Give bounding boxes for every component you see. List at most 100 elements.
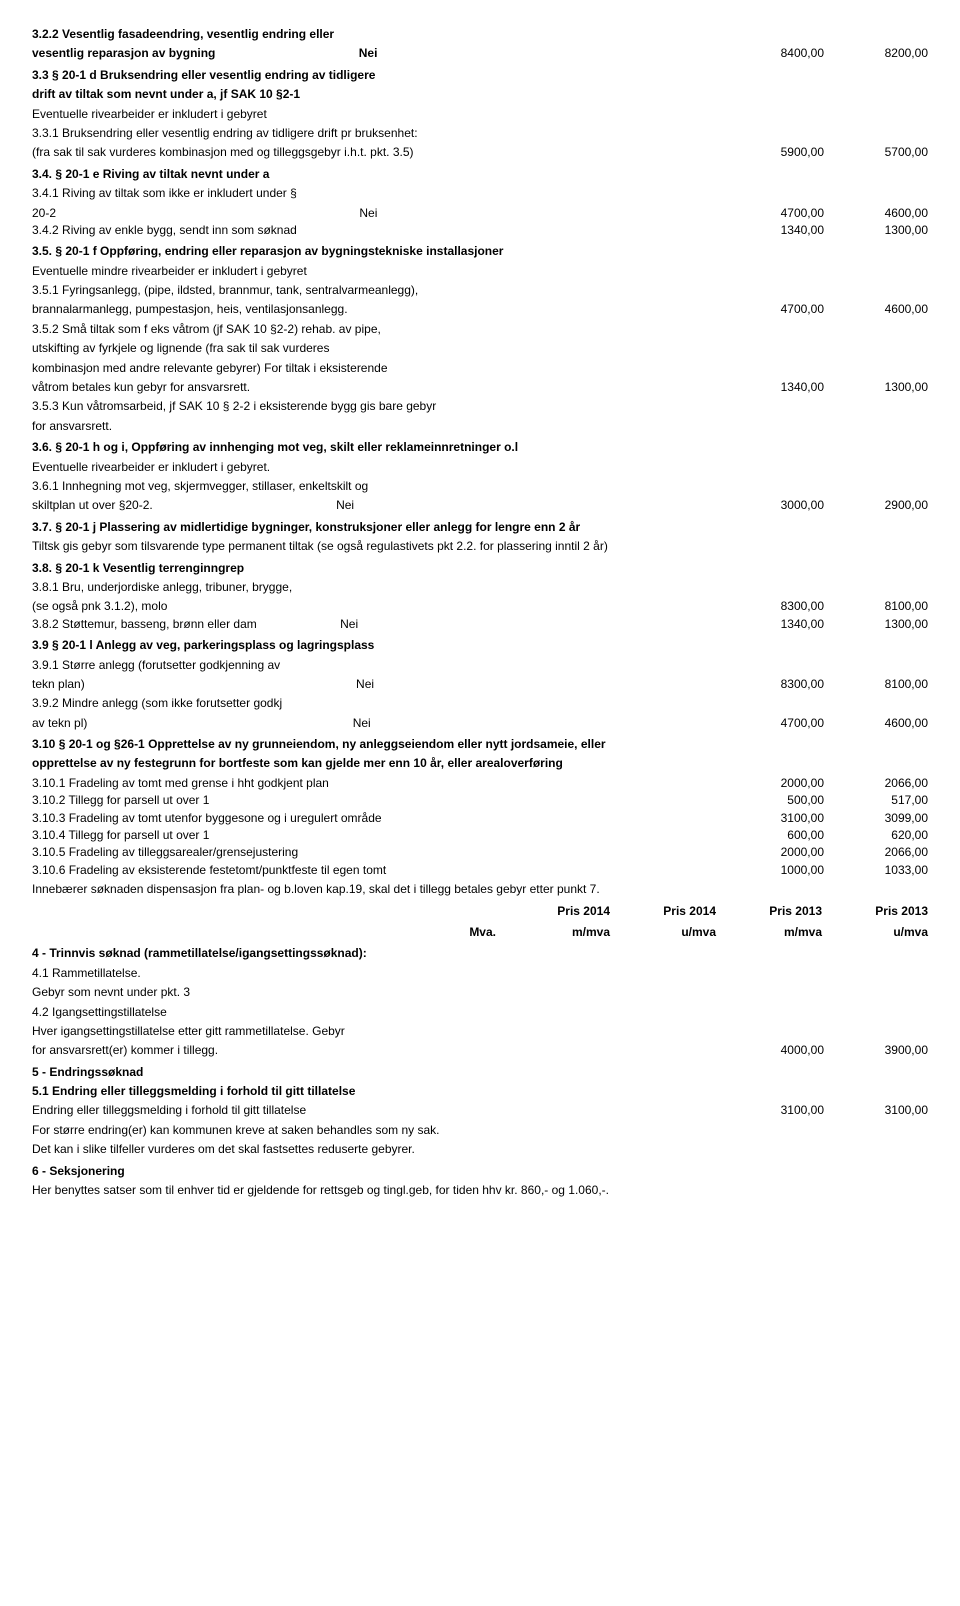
s353b: for ansvarsrett. bbox=[32, 418, 928, 435]
s352d: våtrom betales kun gebyr for ansvarsrett… bbox=[32, 379, 760, 396]
s352a: 3.5.2 Små tiltak som f eks våtrom (jf SA… bbox=[32, 321, 928, 338]
r4v1: 600,00 bbox=[760, 827, 824, 844]
r1: 3.10.1 Fradeling av tomt med grense i hh… bbox=[32, 775, 760, 792]
r5v2: 2066,00 bbox=[864, 844, 928, 861]
s341v1: 4700,00 bbox=[760, 205, 824, 222]
r1v2: 2066,00 bbox=[864, 775, 928, 792]
s351b: brannalarmanlegg, pumpestasjon, heis, ve… bbox=[32, 301, 760, 318]
s342v1: 1340,00 bbox=[760, 222, 824, 239]
s37-title: 3.7. § 20-1 j Plassering av midlertidige… bbox=[32, 519, 928, 536]
s382: 3.8.2 Støttemur, basseng, brønn eller da… bbox=[32, 617, 257, 631]
s381v1: 8300,00 bbox=[760, 598, 824, 615]
s42b: for ansvarsrett(er) kommer i tillegg. bbox=[32, 1042, 760, 1059]
s331b: (fra sak til sak vurderes kombinasjon me… bbox=[32, 144, 760, 161]
s361b-wrap: skiltplan ut over §20-2. Nei bbox=[32, 497, 760, 514]
s322-nei: Nei bbox=[359, 46, 378, 60]
r5: 3.10.5 Fradeling av tilleggsarealer/gren… bbox=[32, 844, 760, 861]
s352b: utskifting av fyrkjele og lignende (fra … bbox=[32, 340, 928, 357]
s391v2: 8100,00 bbox=[864, 676, 928, 693]
s36-title: 3.6. § 20-1 h og i, Oppføring av innheng… bbox=[32, 439, 928, 456]
s38-nei: Nei bbox=[340, 617, 358, 631]
h1b: m/mva bbox=[520, 924, 610, 941]
s392v2: 4600,00 bbox=[864, 715, 928, 732]
s331a: 3.3.1 Bruksendring eller vesentlig endri… bbox=[32, 125, 928, 142]
r2v1: 500,00 bbox=[760, 792, 824, 809]
s42v1: 4000,00 bbox=[760, 1042, 824, 1059]
s42a: Hver igangsettingstillatelse etter gitt … bbox=[32, 1023, 928, 1040]
s4-title: 4 - Trinnvis søknad (rammetillatelse/iga… bbox=[32, 945, 928, 962]
r6: 3.10.6 Fradeling av eksisterende festeto… bbox=[32, 862, 760, 879]
r3v2: 3099,00 bbox=[864, 810, 928, 827]
s6-title: 6 - Seksjonering bbox=[32, 1163, 928, 1180]
s341-nei: Nei bbox=[359, 206, 377, 220]
s392b: av tekn pl) bbox=[32, 716, 87, 730]
s341v2: 4600,00 bbox=[864, 205, 928, 222]
s341a: 3.4.1 Riving av tiltak som ikke er inklu… bbox=[32, 185, 928, 202]
r5v1: 2000,00 bbox=[760, 844, 824, 861]
s361v2: 2900,00 bbox=[864, 497, 928, 514]
mva-label: Mva. bbox=[32, 924, 504, 941]
s391a: 3.9.1 Større anlegg (forutsetter godkjen… bbox=[32, 657, 928, 674]
s35-title: 3.5. § 20-1 f Oppføring, endring eller r… bbox=[32, 243, 928, 260]
s36-nei: Nei bbox=[336, 498, 354, 512]
s310-note: Innebærer søknaden dispensasjon fra plan… bbox=[32, 881, 928, 898]
s331v2: 5700,00 bbox=[864, 144, 928, 161]
s5l2: For større endring(er) kan kommunen krev… bbox=[32, 1122, 928, 1139]
s361b: skiltplan ut over §20-2. bbox=[32, 498, 153, 512]
r6v2: 1033,00 bbox=[864, 862, 928, 879]
s381b: (se også pnk 3.1.2), molo bbox=[32, 598, 760, 615]
s35-sub: Eventuelle mindre rivearbeider er inklud… bbox=[32, 263, 928, 280]
h4a: Pris 2013 bbox=[838, 903, 928, 920]
s353a: 3.5.3 Kun våtromsarbeid, jf SAK 10 § 2-2… bbox=[32, 398, 928, 415]
s310-title1: 3.10 § 20-1 og §26-1 Opprettelse av ny g… bbox=[32, 736, 928, 753]
price-header: Pris 2014 Pris 2014 Pris 2013 Pris 2013 … bbox=[32, 903, 928, 942]
h2b: u/mva bbox=[626, 924, 716, 941]
h3b: m/mva bbox=[732, 924, 822, 941]
s351v2: 4600,00 bbox=[864, 301, 928, 318]
s310-title2: opprettelse av ny festegrunn for bortfes… bbox=[32, 755, 928, 772]
s352v2: 1300,00 bbox=[864, 379, 928, 396]
s331v1: 5900,00 bbox=[760, 144, 824, 161]
s37-sub: Tiltsk gis gebyr som tilsvarende type pe… bbox=[32, 538, 928, 555]
r4v2: 620,00 bbox=[864, 827, 928, 844]
r3v1: 3100,00 bbox=[760, 810, 824, 827]
s51: 5.1 Endring eller tilleggsmelding i forh… bbox=[32, 1083, 928, 1100]
s382v1: 1340,00 bbox=[760, 616, 824, 633]
s39-title: 3.9 § 20-1 l Anlegg av veg, parkeringspl… bbox=[32, 637, 928, 654]
s341b: 20-2 bbox=[32, 206, 56, 220]
s392-nei: Nei bbox=[353, 716, 371, 730]
s391b: tekn plan) bbox=[32, 677, 85, 691]
s5v2: 3100,00 bbox=[864, 1102, 928, 1119]
s392b-wrap: av tekn pl) Nei bbox=[32, 715, 760, 732]
h4b: u/mva bbox=[838, 924, 928, 941]
s33-title: 3.3 § 20-1 d Bruksendring eller vesentli… bbox=[32, 67, 928, 84]
s42: 4.2 Igangsettingstillatelse bbox=[32, 1004, 928, 1021]
s361a: 3.6.1 Innhegning mot veg, skjermvegger, … bbox=[32, 478, 928, 495]
s41: 4.1 Rammetillatelse. bbox=[32, 965, 928, 982]
s352v1: 1340,00 bbox=[760, 379, 824, 396]
s352c: kombinasjon med andre relevante gebyrer)… bbox=[32, 360, 928, 377]
r2v2: 517,00 bbox=[864, 792, 928, 809]
s5l1: Endring eller tilleggsmelding i forhold … bbox=[32, 1102, 760, 1119]
s391b-wrap: tekn plan) Nei bbox=[32, 676, 760, 693]
s342: 3.4.2 Riving av enkle bygg, sendt inn so… bbox=[32, 222, 760, 239]
s322-line1: 3.2.2 Vesentlig fasadeendring, vesentlig… bbox=[32, 26, 928, 43]
r3: 3.10.3 Fradeling av tomt utenfor byggeso… bbox=[32, 810, 760, 827]
s33-l2: Eventuelle rivearbeider er inkludert i g… bbox=[32, 106, 928, 123]
s351a: 3.5.1 Fyringsanlegg, (pipe, ildsted, bra… bbox=[32, 282, 928, 299]
s5l3: Det kan i slike tilfeller vurderes om de… bbox=[32, 1141, 928, 1158]
r6v1: 1000,00 bbox=[760, 862, 824, 879]
r2: 3.10.2 Tillegg for parsell ut over 1 bbox=[32, 792, 760, 809]
s381a: 3.8.1 Bru, underjordiske anlegg, tribune… bbox=[32, 579, 928, 596]
s322-line2: vesentlig reparasjon av bygning Nei bbox=[32, 45, 760, 62]
s33-l1: drift av tiltak som nevnt under a, jf SA… bbox=[32, 86, 928, 103]
s34-title: 3.4. § 20-1 e Riving av tiltak nevnt und… bbox=[32, 166, 928, 183]
s322-title2: vesentlig reparasjon av bygning bbox=[32, 46, 215, 60]
s391v1: 8300,00 bbox=[760, 676, 824, 693]
s6l1: Her benyttes satser som til enhver tid e… bbox=[32, 1182, 928, 1199]
s361v1: 3000,00 bbox=[760, 497, 824, 514]
s5v1: 3100,00 bbox=[760, 1102, 824, 1119]
r4: 3.10.4 Tillegg for parsell ut over 1 bbox=[32, 827, 760, 844]
h3a: Pris 2013 bbox=[732, 903, 822, 920]
s42v2: 3900,00 bbox=[864, 1042, 928, 1059]
